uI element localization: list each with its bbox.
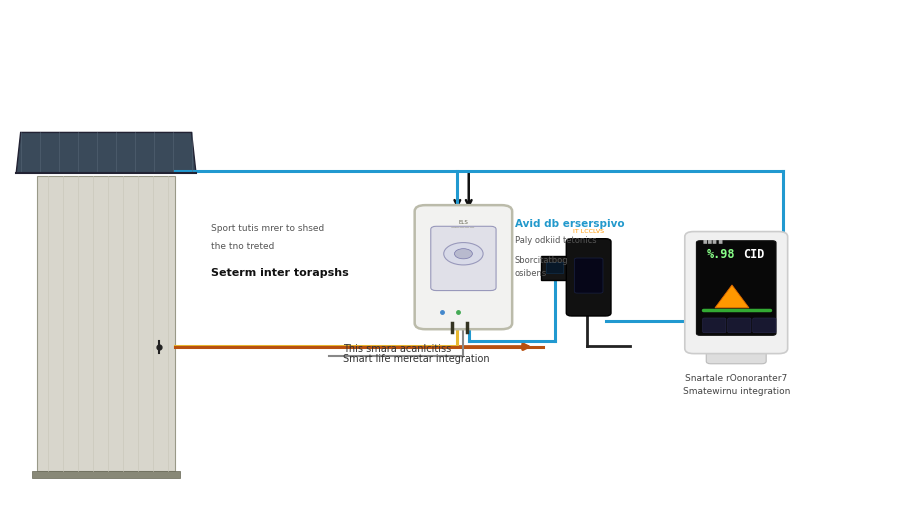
Polygon shape [715,285,749,308]
Text: —————: ————— [451,226,475,230]
FancyBboxPatch shape [685,232,788,354]
Text: Sport tutis mrer to shsed: Sport tutis mrer to shsed [212,224,324,233]
FancyBboxPatch shape [574,258,603,293]
Circle shape [444,243,483,265]
FancyBboxPatch shape [697,241,776,335]
Text: Smatewirnu integration: Smatewirnu integration [682,387,790,396]
FancyBboxPatch shape [431,226,496,290]
FancyBboxPatch shape [541,256,569,280]
Text: osibens: osibens [515,269,547,279]
FancyBboxPatch shape [32,470,180,478]
Text: Seterm inter torapshs: Seterm inter torapshs [212,268,349,278]
FancyBboxPatch shape [566,238,611,316]
Text: IT LCCLVS: IT LCCLVS [573,229,604,233]
Text: the tno treted: the tno treted [212,242,274,251]
Text: Sborcitatbog: Sborcitatbog [515,256,569,265]
FancyBboxPatch shape [728,318,751,333]
Text: Snartale rOonoranter7: Snartale rOonoranter7 [685,374,788,383]
FancyBboxPatch shape [37,176,176,470]
Text: ELS: ELS [458,220,468,225]
FancyBboxPatch shape [752,318,776,333]
Text: %.98: %.98 [706,248,734,261]
Text: CID: CID [742,248,764,261]
Text: ■■■ ■: ■■■ ■ [703,237,723,243]
FancyBboxPatch shape [546,262,563,273]
FancyBboxPatch shape [415,205,512,329]
Text: Smart life meretar integration: Smart life meretar integration [343,354,490,364]
Text: Avid db erserspivo: Avid db erserspivo [515,219,625,229]
FancyBboxPatch shape [706,343,766,364]
Text: This smara acanlcitiss: This smara acanlcitiss [343,343,451,354]
FancyBboxPatch shape [703,318,726,333]
Polygon shape [16,133,196,173]
Text: Paly odkiid tetonics: Paly odkiid tetonics [515,236,597,245]
Circle shape [454,249,472,259]
